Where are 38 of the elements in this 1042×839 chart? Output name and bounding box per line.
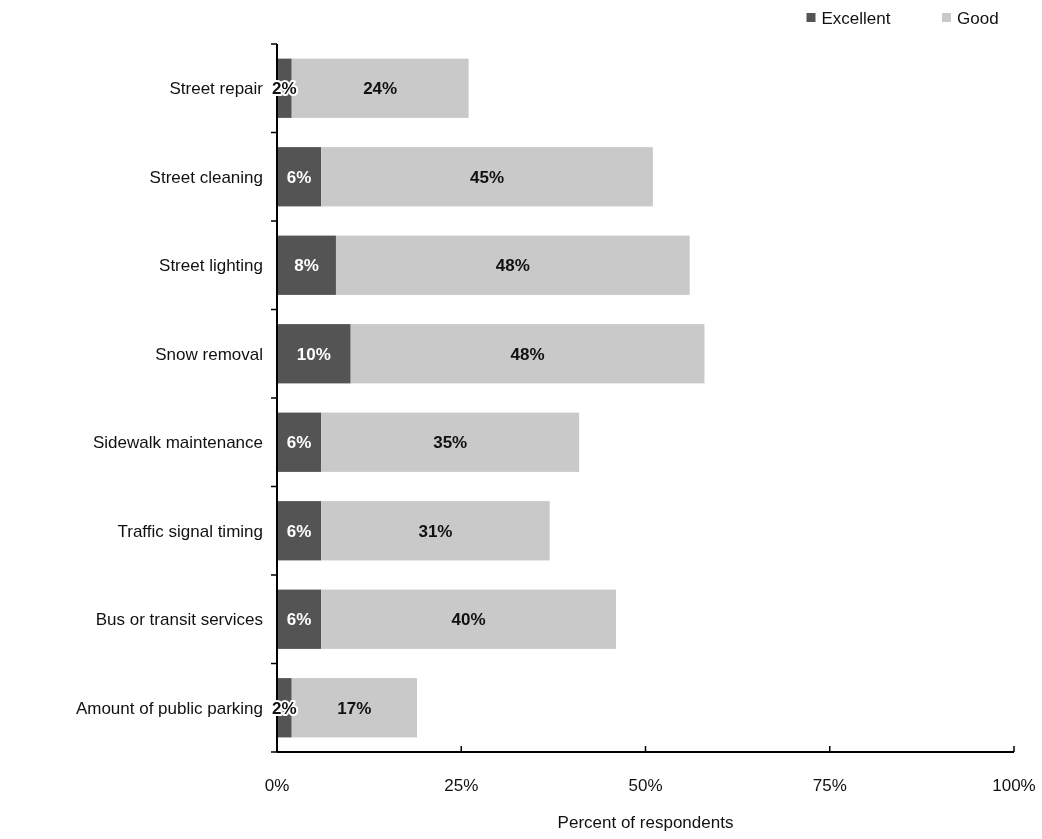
x-tick-label: 50%	[628, 775, 663, 795]
bar	[350, 324, 705, 384]
bar	[277, 235, 336, 295]
y-tick-label: Traffic signal timing	[117, 521, 263, 541]
data-label: 24%	[363, 79, 398, 99]
data-label: 6%	[286, 521, 312, 541]
x-tick-label: 0%	[264, 775, 290, 795]
y-tick-label: Sidewalk maintenance	[92, 433, 263, 453]
y-tick-label: Amount of public parking	[75, 698, 263, 718]
data-label: 40%	[451, 610, 486, 630]
legend-label: Good	[957, 8, 999, 28]
data-label: 10%	[296, 344, 331, 364]
x-tick-label: 100%	[992, 775, 1036, 795]
y-tick-label: Street cleaning	[149, 167, 263, 187]
data-label: 8%	[294, 256, 319, 276]
legend-label: Excellent	[821, 8, 891, 28]
bar	[321, 589, 617, 649]
bar	[277, 324, 351, 384]
y-tick-label: Bus or transit services	[95, 610, 263, 630]
data-label: 31%	[418, 521, 453, 541]
x-tick-label: 75%	[812, 775, 847, 795]
data-label: 6%	[286, 433, 312, 453]
data-label: 35%	[433, 433, 468, 453]
data-label: 48%	[495, 256, 530, 276]
data-label: 48%	[510, 344, 545, 364]
y-tick-label: Snow removal	[155, 344, 263, 364]
x-tick-label: 25%	[444, 775, 479, 795]
y-tick-label: Street lighting	[159, 256, 263, 276]
bar	[321, 147, 653, 207]
x-axis-title: Percent of respondents	[557, 812, 734, 832]
y-tick-label: Street repair	[169, 79, 264, 99]
data-label: 6%	[286, 610, 312, 630]
data-label: 6%	[286, 167, 312, 187]
data-label: 45%	[470, 167, 505, 187]
bar	[321, 501, 550, 561]
bar	[321, 412, 580, 472]
bar	[335, 235, 690, 295]
data-label: 17%	[337, 698, 372, 718]
